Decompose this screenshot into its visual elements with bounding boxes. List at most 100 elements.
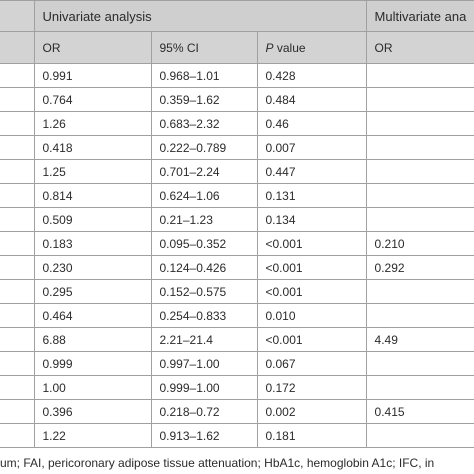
- table-row: 0.396 0.218–0.72 0.002 0.415: [0, 399, 474, 424]
- p-value-cell: 0.002: [256, 399, 367, 424]
- row-label-cell: [0, 303, 34, 328]
- ci-cell: 0.21–1.23: [150, 207, 257, 232]
- p-value-cell: <0.001: [256, 279, 367, 304]
- ci-cell: 0.152–0.575: [150, 279, 257, 304]
- or-cell: 0.509: [33, 207, 151, 232]
- results-table: Univariate analysis Multivariate ana OR …: [0, 0, 474, 448]
- multivariate-or-cell: [365, 63, 474, 88]
- p-value-cell: <0.001: [256, 327, 367, 352]
- multivariate-or-cell: 0.292: [365, 255, 474, 280]
- ci-cell: 0.095–0.352: [150, 231, 257, 256]
- row-label-cell: [0, 111, 34, 136]
- row-label-cell: [0, 183, 34, 208]
- row-label-cell: [0, 63, 34, 88]
- p-value-cell: 0.447: [256, 159, 367, 184]
- ci-cell: 0.913–1.62: [150, 423, 257, 448]
- or-cell: 0.295: [33, 279, 151, 304]
- or-cell: 1.00: [33, 375, 151, 400]
- ci-cell: 0.124–0.426: [150, 255, 257, 280]
- row-label-cell: [0, 399, 34, 424]
- multivariate-or-cell: [365, 159, 474, 184]
- ci-cell: 0.359–1.62: [150, 87, 257, 112]
- or-column-header: OR: [33, 31, 151, 64]
- or-cell: 0.183: [33, 231, 151, 256]
- multivariate-or-cell: [365, 423, 474, 448]
- multivariate-or-cell: 0.415: [365, 399, 474, 424]
- table-row: 0.183 0.095–0.352 <0.001 0.210: [0, 231, 474, 256]
- or-cell: 0.814: [33, 183, 151, 208]
- ci-cell: 2.21–21.4: [150, 327, 257, 352]
- row-label-cell: [0, 423, 34, 448]
- table-row: 1.00 0.999–1.00 0.172: [0, 375, 474, 400]
- or-cell: 0.230: [33, 255, 151, 280]
- p-value-cell: <0.001: [256, 231, 367, 256]
- p-value-cell: 0.131: [256, 183, 367, 208]
- univariate-group-header: Univariate analysis: [33, 0, 367, 32]
- ci-column-header: 95% CI: [150, 31, 257, 64]
- table-row: 6.88 2.21–21.4 <0.001 4.49: [0, 327, 474, 352]
- ci-cell: 0.218–0.72: [150, 399, 257, 424]
- p-value-cell: 0.007: [256, 135, 367, 160]
- p-letter: P: [265, 40, 274, 55]
- or-cell: 1.26: [33, 111, 151, 136]
- table-row: 0.991 0.968–1.01 0.428: [0, 63, 474, 88]
- ci-cell: 0.624–1.06: [150, 183, 257, 208]
- ci-cell: 0.701–2.24: [150, 159, 257, 184]
- or-cell: 0.764: [33, 87, 151, 112]
- multivariate-or-cell: [365, 279, 474, 304]
- ci-cell: 0.997–1.00: [150, 351, 257, 376]
- row-label-cell: [0, 159, 34, 184]
- table-row: 0.999 0.997–1.00 0.067: [0, 351, 474, 376]
- table-footnote: um; FAI, pericoronary adipose tissue att…: [0, 456, 435, 470]
- multivariate-or-cell: [365, 111, 474, 136]
- table-body: 0.991 0.968–1.01 0.428 0.764 0.359–1.62 0.484…: [0, 63, 474, 448]
- multivariate-or-cell: 0.210: [365, 231, 474, 256]
- table-row: 0.295 0.152–0.575 <0.001: [0, 279, 474, 304]
- ci-cell: 0.222–0.789: [150, 135, 257, 160]
- ci-cell: 0.683–2.32: [150, 111, 257, 136]
- or-cell: 0.396: [33, 399, 151, 424]
- multivariate-or-column-header: OR: [365, 31, 474, 64]
- row-label-cell: [0, 279, 34, 304]
- row-label-cell: [0, 255, 34, 280]
- table-row: 0.418 0.222–0.789 0.007: [0, 135, 474, 160]
- multivariate-group-header: Multivariate ana: [365, 0, 474, 32]
- table-row: 0.464 0.254–0.833 0.010: [0, 303, 474, 328]
- multivariate-or-cell: [365, 303, 474, 328]
- table-row: 0.814 0.624–1.06 0.131: [0, 183, 474, 208]
- row-label-cell: [0, 375, 34, 400]
- ci-cell: 0.999–1.00: [150, 375, 257, 400]
- table-row: 0.509 0.21–1.23 0.134: [0, 207, 474, 232]
- multivariate-or-cell: [365, 375, 474, 400]
- p-value-cell: 0.010: [256, 303, 367, 328]
- p-value-cell: <0.001: [256, 255, 367, 280]
- table-row: 1.25 0.701–2.24 0.447: [0, 159, 474, 184]
- table-row: 0.230 0.124–0.426 <0.001 0.292: [0, 255, 474, 280]
- group-header-row: Univariate analysis Multivariate ana: [0, 0, 474, 32]
- p-value-cell: 0.484: [256, 87, 367, 112]
- ci-cell: 0.254–0.833: [150, 303, 257, 328]
- or-cell: 0.464: [33, 303, 151, 328]
- or-cell: 0.999: [33, 351, 151, 376]
- p-value-cell: 0.46: [256, 111, 367, 136]
- multivariate-or-cell: 4.49: [365, 327, 474, 352]
- table-row: 1.26 0.683–2.32 0.46: [0, 111, 474, 136]
- p-value-cell: 0.067: [256, 351, 367, 376]
- table-row: 0.764 0.359–1.62 0.484: [0, 87, 474, 112]
- multivariate-or-cell: [365, 351, 474, 376]
- row-label-cell: [0, 231, 34, 256]
- row-label-cell: [0, 135, 34, 160]
- or-cell: 0.991: [33, 63, 151, 88]
- p-value-cell: 0.172: [256, 375, 367, 400]
- multivariate-or-cell: [365, 87, 474, 112]
- or-cell: 1.22: [33, 423, 151, 448]
- p-value-suffix: value: [273, 40, 306, 55]
- column-header-row: OR 95% CI P value OR: [0, 31, 474, 64]
- p-value-column-header: P value: [256, 31, 367, 64]
- row-label-cell: [0, 351, 34, 376]
- row-label-cell: [0, 207, 34, 232]
- or-cell: 1.25: [33, 159, 151, 184]
- p-value-cell: 0.181: [256, 423, 367, 448]
- row-label-cell: [0, 87, 34, 112]
- multivariate-or-cell: [365, 183, 474, 208]
